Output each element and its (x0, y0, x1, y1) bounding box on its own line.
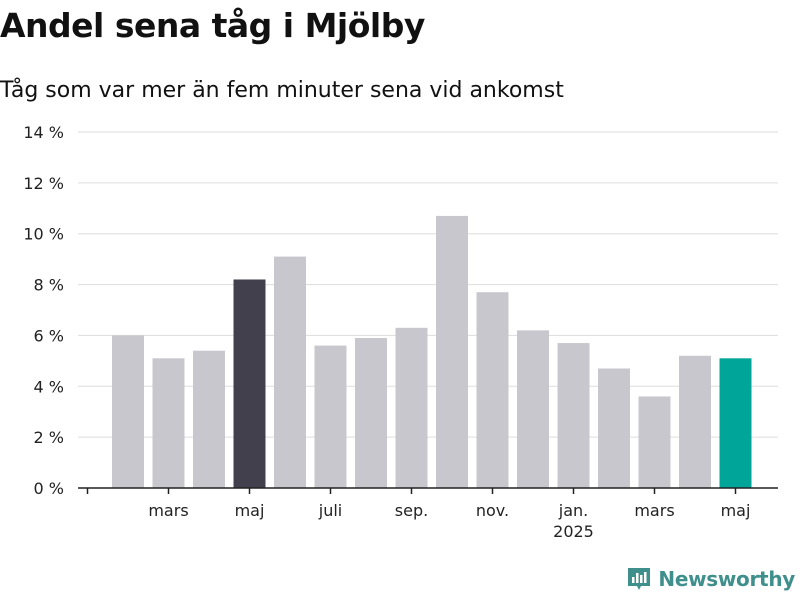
y-tick-label: 4 % (34, 377, 64, 396)
bar (436, 215, 468, 488)
x-tick-label: jan. (558, 501, 588, 520)
y-tick-label: 0 % (34, 479, 64, 498)
bar (355, 337, 387, 488)
bar (152, 358, 185, 488)
bar (719, 358, 752, 488)
x-tick-label: maj (235, 501, 265, 520)
chart-subtitle: Tåg som var mer än fem minuter sena vid … (0, 78, 564, 103)
x-tick-year-label: 2025 (553, 522, 594, 541)
bar (517, 330, 549, 488)
y-tick-label: 2 % (34, 428, 64, 447)
x-tick-label: juli (318, 501, 342, 520)
x-tick-label: sep. (395, 501, 428, 520)
bar (395, 327, 428, 488)
y-tick-label: 14 % (23, 123, 64, 142)
bar (557, 343, 590, 488)
x-tick-label: mars (634, 501, 674, 520)
brand-name: Newsworthy (658, 567, 795, 591)
brand-logo: Newsworthy (626, 566, 795, 592)
y-tick-label: 6 % (34, 326, 64, 345)
y-tick-label: 12 % (23, 174, 64, 193)
bar (598, 368, 630, 488)
bar (193, 350, 225, 488)
newsworthy-logo-icon (628, 568, 651, 590)
bar (476, 292, 509, 488)
bar (679, 355, 711, 488)
bar (233, 279, 266, 488)
bar (112, 335, 144, 488)
y-tick-label: 8 % (34, 276, 64, 295)
bar (274, 256, 306, 488)
x-tick-label: nov. (476, 501, 509, 520)
y-tick-label: 10 % (23, 225, 64, 244)
x-tick-label: mars (148, 501, 188, 520)
x-tick-label: maj (721, 501, 751, 520)
bar (314, 345, 347, 488)
chart-title: Andel sena tåg i Mjölby (0, 6, 425, 45)
bar (638, 396, 671, 488)
